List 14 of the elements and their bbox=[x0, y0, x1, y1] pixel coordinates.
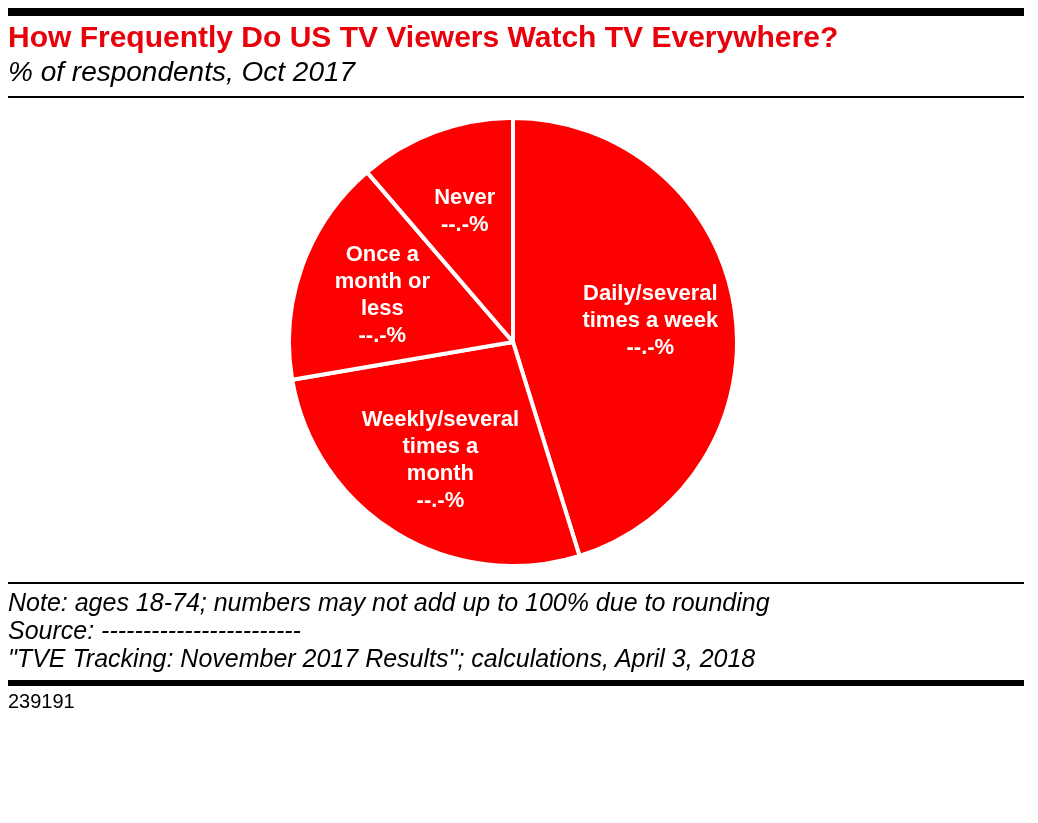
slice-label: Never bbox=[434, 184, 496, 210]
text: "TVE Tracking: November 2017 Results"; calculations, April 3, 2018 bbox=[8, 644, 757, 672]
chart-subtitle: % of respondents, Oct 2017 bbox=[8, 55, 357, 89]
text: 239191 bbox=[8, 690, 75, 712]
data-label: --.-% bbox=[440, 211, 489, 237]
source-note: Source: ------------------------ bbox=[8, 616, 302, 644]
data-label: --.-% bbox=[358, 321, 407, 347]
data-label: --.-% bbox=[626, 334, 675, 360]
text: Note: ages 18-74; numbers may not add up to 100% due to rounding bbox=[8, 588, 771, 616]
data-label: --.-% bbox=[416, 486, 465, 512]
slice-label: Daily/several times a week bbox=[582, 280, 719, 333]
slice-label: Once a month or less bbox=[334, 240, 431, 320]
slice-label: Weekly/several times a month bbox=[361, 405, 520, 485]
chart-title: How Frequently Do US TV Viewers Watch TV Everywhere? bbox=[8, 20, 840, 54]
